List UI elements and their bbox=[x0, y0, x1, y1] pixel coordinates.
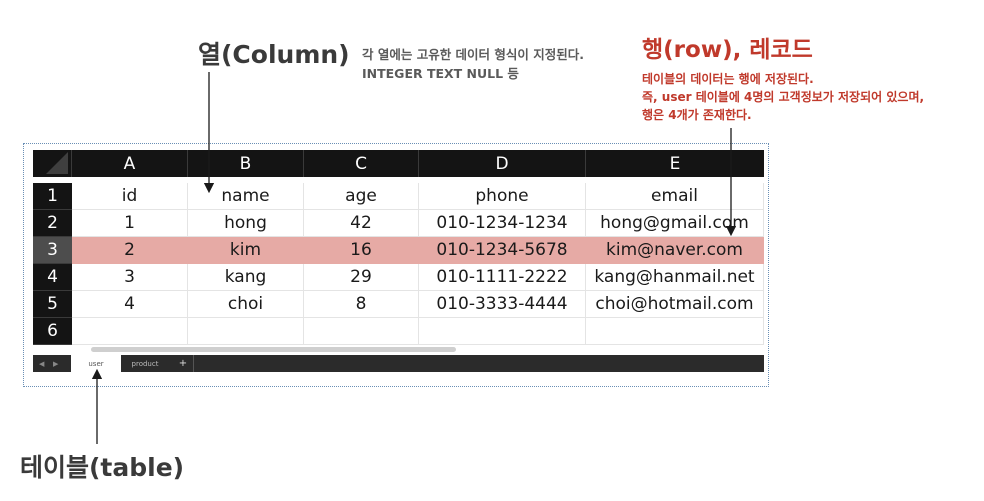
cell-b2[interactable]: hong bbox=[188, 210, 304, 237]
sheet-tab-product[interactable]: product bbox=[131, 359, 159, 368]
cell-b3[interactable]: kim bbox=[188, 237, 304, 264]
row-header-4[interactable]: 4 bbox=[33, 264, 72, 291]
cell-e4[interactable]: kang@hanmail.net bbox=[586, 264, 764, 291]
cell-e6[interactable] bbox=[586, 318, 764, 345]
select-all-corner[interactable] bbox=[33, 150, 72, 177]
row-header-5[interactable]: 5 bbox=[33, 291, 72, 318]
column-header-b[interactable]: B bbox=[188, 150, 304, 177]
cell-a3[interactable]: 2 bbox=[72, 237, 188, 264]
cell-b6[interactable] bbox=[188, 318, 304, 345]
table-annotation-title: 테이블(table) bbox=[20, 453, 185, 482]
sheet-tab-bar: ◀ ▶ user product + bbox=[33, 355, 764, 372]
cell-c5[interactable]: 8 bbox=[304, 291, 419, 318]
sheet-tab-user[interactable]: user bbox=[71, 355, 121, 372]
table-row: 6 bbox=[33, 318, 764, 345]
cell-c3[interactable]: 16 bbox=[304, 237, 419, 264]
row-header-2[interactable]: 2 bbox=[33, 210, 72, 237]
column-desc-line-1: 각 열에는 고유한 데이터 형식이 지정된다. bbox=[362, 47, 585, 62]
row-header-6[interactable]: 6 bbox=[33, 318, 72, 345]
row-desc-line-3: 행은 4개가 존재한다. bbox=[642, 108, 752, 122]
cell-b1[interactable]: name bbox=[188, 183, 304, 210]
cell-a2[interactable]: 1 bbox=[72, 210, 188, 237]
cell-e3[interactable]: kim@naver.com bbox=[586, 237, 764, 264]
column-desc-line-2: INTEGER TEXT NULL 등 bbox=[362, 66, 519, 81]
cell-b4[interactable]: kang bbox=[188, 264, 304, 291]
column-annotation-desc: 각 열에는 고유한 데이터 형식이 지정된다. INTEGER TEXT NUL… bbox=[362, 45, 584, 83]
cell-a1[interactable]: id bbox=[72, 183, 188, 210]
cell-a5[interactable]: 4 bbox=[72, 291, 188, 318]
spreadsheet: A B C D E 1 id name age phone email 2 1 … bbox=[33, 150, 764, 372]
cell-c6[interactable] bbox=[304, 318, 419, 345]
cell-c1[interactable]: age bbox=[304, 183, 419, 210]
highlighted-table-row: 3 2 kim 16 010-1234-5678 kim@naver.com bbox=[33, 237, 764, 264]
cell-c4[interactable]: 29 bbox=[304, 264, 419, 291]
cell-a6[interactable] bbox=[72, 318, 188, 345]
cell-d5[interactable]: 010-3333-4444 bbox=[419, 291, 586, 318]
cell-b5[interactable]: choi bbox=[188, 291, 304, 318]
cell-e1[interactable]: email bbox=[586, 183, 764, 210]
horizontal-scrollbar[interactable] bbox=[91, 347, 456, 352]
row-annotation-title: 행(row), 레코드 bbox=[642, 37, 813, 63]
column-header-row: A B C D E bbox=[33, 150, 764, 177]
column-header-d[interactable]: D bbox=[419, 150, 586, 177]
cell-d6[interactable] bbox=[419, 318, 586, 345]
cell-c2[interactable]: 42 bbox=[304, 210, 419, 237]
row-desc-line-1: 테이블의 데이터는 행에 저장된다. bbox=[642, 72, 814, 86]
row-annotation-desc: 테이블의 데이터는 행에 저장된다. 즉, user 테이블에 4명의 고객정보… bbox=[642, 70, 924, 124]
cell-d4[interactable]: 010-1111-2222 bbox=[419, 264, 586, 291]
column-header-a[interactable]: A bbox=[72, 150, 188, 177]
table-selection-frame bbox=[23, 143, 769, 387]
cell-d3[interactable]: 010-1234-5678 bbox=[419, 237, 586, 264]
column-header-c[interactable]: C bbox=[304, 150, 419, 177]
corner-triangle-icon bbox=[46, 152, 68, 174]
next-sheet-icon[interactable]: ▶ bbox=[53, 359, 59, 368]
table-row: 2 1 hong 42 010-1234-1234 hong@gmail.com bbox=[33, 210, 764, 237]
row-header-1[interactable]: 1 bbox=[33, 183, 72, 210]
table-row: 5 4 choi 8 010-3333-4444 choi@hotmail.co… bbox=[33, 291, 764, 318]
row-header-3[interactable]: 3 bbox=[33, 237, 72, 264]
table-row: 4 3 kang 29 010-1111-2222 kang@hanmail.n… bbox=[33, 264, 764, 291]
column-annotation-title: 열(Column) bbox=[198, 40, 350, 69]
cell-e2[interactable]: hong@gmail.com bbox=[586, 210, 764, 237]
column-header-e[interactable]: E bbox=[586, 150, 764, 177]
cell-d2[interactable]: 010-1234-1234 bbox=[419, 210, 586, 237]
cell-e5[interactable]: choi@hotmail.com bbox=[586, 291, 764, 318]
cell-d1[interactable]: phone bbox=[419, 183, 586, 210]
row-desc-line-2: 즉, user 테이블에 4명의 고객정보가 저장되어 있으며, bbox=[642, 90, 925, 104]
cell-a4[interactable]: 3 bbox=[72, 264, 188, 291]
add-sheet-button[interactable]: + bbox=[173, 355, 194, 372]
prev-sheet-icon[interactable]: ◀ bbox=[39, 359, 45, 368]
table-row: 1 id name age phone email bbox=[33, 183, 764, 210]
